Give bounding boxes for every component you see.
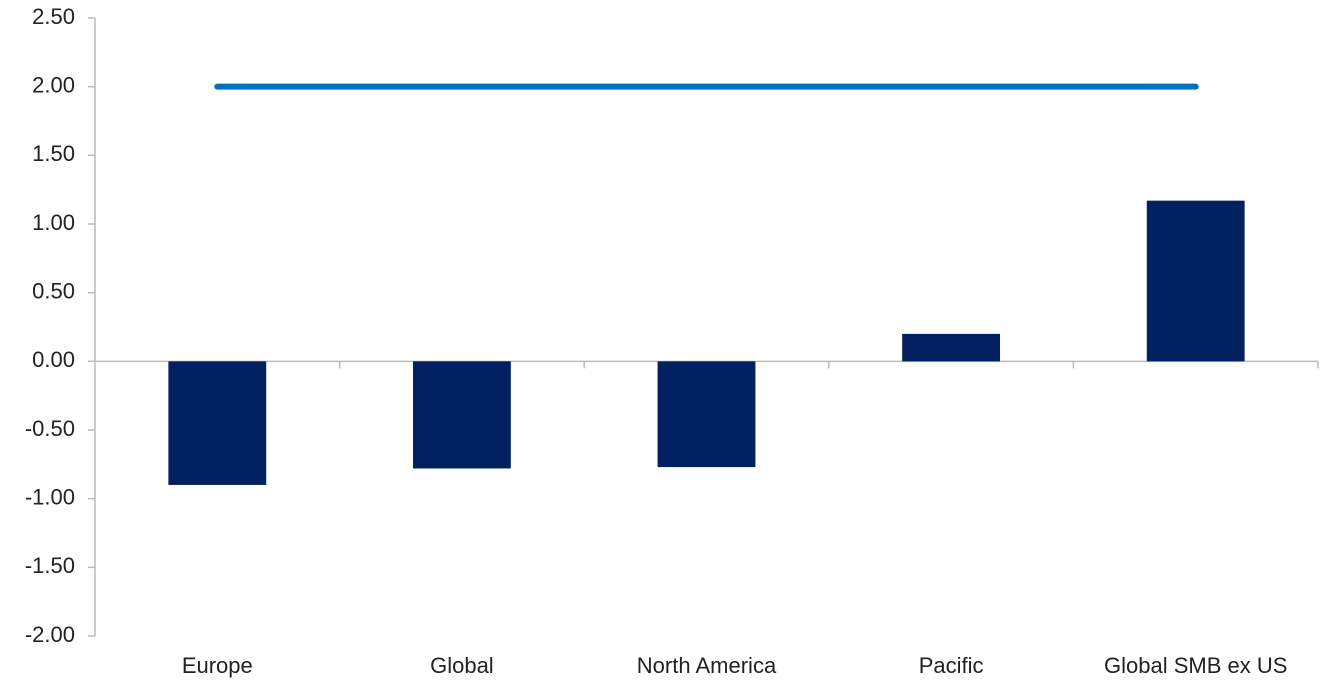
bar xyxy=(168,361,267,485)
y-tick-label: 0.50 xyxy=(32,278,75,303)
y-tick-label: -2.00 xyxy=(25,622,75,647)
y-tick-label: -0.50 xyxy=(25,416,75,441)
x-tick-label: Global SMB ex US xyxy=(1104,653,1287,678)
bar xyxy=(902,333,1001,362)
y-tick-label: 0.00 xyxy=(32,347,75,372)
bar xyxy=(657,361,756,468)
y-tick-label: -1.00 xyxy=(25,484,75,509)
y-tick-label: 1.50 xyxy=(32,141,75,166)
y-tick-label: -1.50 xyxy=(25,553,75,578)
y-tick-label: 1.00 xyxy=(32,210,75,235)
x-tick-label: Global xyxy=(430,653,494,678)
x-tick-label: Pacific xyxy=(919,653,984,678)
x-tick-label: Europe xyxy=(182,653,253,678)
bar xyxy=(412,361,511,469)
bar xyxy=(1146,200,1245,362)
y-tick-label: 2.00 xyxy=(32,72,75,97)
x-tick-label: North America xyxy=(637,653,777,678)
y-tick-label: 2.50 xyxy=(32,4,75,29)
